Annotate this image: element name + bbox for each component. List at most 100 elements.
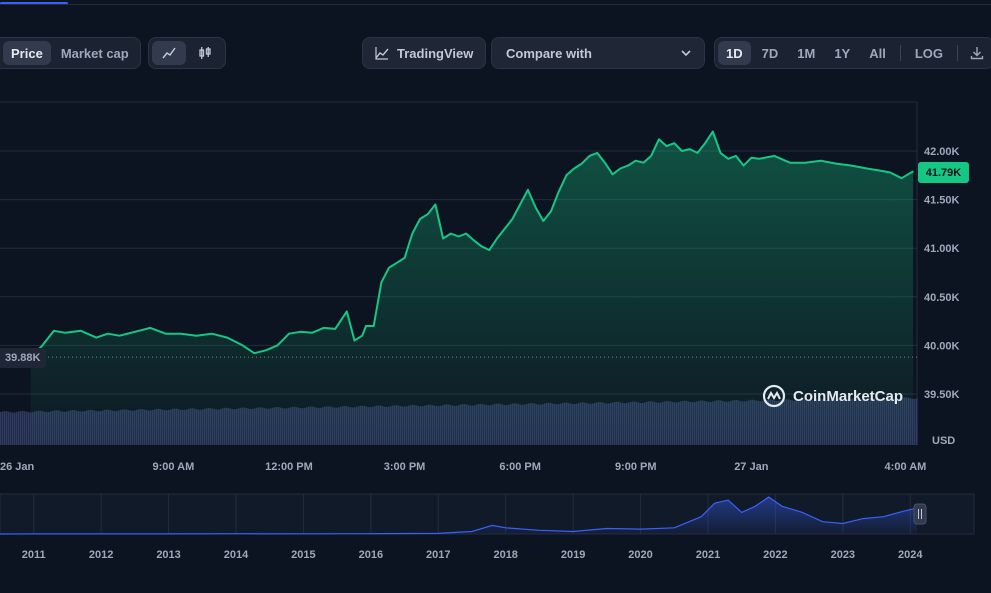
navigator-year-label: 2013 [156,549,180,561]
price-point [689,148,691,150]
x-tick-label: 4:00 AM [885,461,927,473]
tradingview-button[interactable]: TradingView [362,37,487,69]
chart-type-group [148,37,226,69]
price-point [41,344,43,346]
navigator-year-label: 2018 [493,549,517,561]
navigator-year-label: 2020 [628,549,652,561]
navigator-year-label: 2019 [561,549,585,561]
time-range-group: 1D 7D 1M 1Y All LOG [714,37,991,69]
price-point [704,142,706,144]
watermark-text: CoinMarketCap [793,387,904,405]
navigator-handle[interactable] [913,503,927,525]
price-point [457,235,460,238]
compare-with-select[interactable]: Compare with [491,37,705,69]
download-button[interactable] [964,41,990,65]
navigator-year-label: 2023 [831,549,855,561]
volume-bar [916,398,918,445]
price-point [473,239,475,242]
price-point [165,333,167,335]
log-scale-button[interactable]: LOG [914,45,944,61]
candlestick-button[interactable] [188,41,222,65]
navigator-year-label: 2011 [22,549,46,561]
price-point [388,267,390,269]
market-cap-tab[interactable]: Market cap [60,45,129,61]
navigator-year-label: 2016 [359,549,383,561]
range-1y[interactable]: 1Y [834,45,851,61]
range-1m[interactable]: 1M [797,45,816,61]
price-point [276,344,279,346]
price-point [118,335,121,337]
price-point [588,155,591,157]
tab-indicator [0,2,68,5]
price-point [581,163,583,165]
price-area [30,130,914,445]
price-point [211,333,213,335]
line-chart-button[interactable] [152,41,186,65]
price-point [488,249,490,251]
price-point [735,155,737,157]
price-area-fill [30,131,914,445]
price-point [712,130,714,133]
tradingview-label: TradingView [397,45,474,61]
price-point [361,335,363,337]
range-divider [899,45,901,61]
current-price-tag: 41.79K [918,162,969,183]
x-axis: 26 Jan 9:00 AM 12:00 PM 3:00 PM 6:00 PM 9:00 … [0,461,926,473]
x-tick-label: 12:00 PM [265,461,313,473]
price-point [134,331,136,333]
price-point [226,337,228,339]
price-point [380,281,383,283]
price-point [504,228,506,230]
price-point [107,333,109,335]
price-point [373,325,375,327]
price-point [465,233,467,235]
volume-bar [6,411,8,445]
navigator-year-label: 2021 [696,549,720,561]
volume-bar [24,411,26,445]
price-point [789,162,791,164]
range-1d[interactable]: 1D [718,41,751,65]
price-point [889,171,891,173]
watermark: CoinMarketCap [762,384,903,408]
price-point [619,167,621,170]
price-point [265,349,267,351]
volume-bar [28,412,30,445]
volume-bar [914,398,916,445]
navigator-year-label: 2022 [763,549,787,561]
price-tab[interactable]: Price [3,41,51,65]
y-axis: 39.50K 40.00K 40.50K 41.00K 41.50K 42.00K [924,146,960,401]
range-all[interactable]: All [869,45,886,61]
x-tick-label: 3:00 PM [384,461,426,473]
price-point [519,203,521,206]
volume-bar [14,412,16,445]
price-point [419,218,421,220]
price-point [696,152,698,154]
price-point [403,257,406,259]
y-tick-label: 41.50K [924,195,960,207]
price-point [877,169,880,172]
coinmarketcap-logo-icon [762,384,786,408]
navigator[interactable]: 2011 2012 2013 2014 2015 2016 2017 2018 2019 2020… [0,493,975,561]
currency-label: USD [932,435,956,447]
navigator-year-label: 2012 [89,549,113,561]
chevron-down-icon [681,50,691,57]
price-point [550,210,552,212]
navigator-year-label: 2015 [291,549,315,561]
price-point [596,152,598,154]
price-point [635,160,637,162]
price-point [442,237,444,240]
price-point [323,327,325,329]
y-tick-label: 42.00K [924,146,960,158]
x-tick-label: 26 Jan [0,461,35,473]
price-point [642,162,645,164]
price-point [427,213,429,215]
price-point [481,245,483,247]
navigator-year-label: 2024 [898,549,923,561]
range-7d[interactable]: 7D [761,45,779,61]
price-point [534,206,537,208]
volume-bar [26,411,28,445]
candlestick-icon [199,47,211,59]
price-point [434,203,436,206]
y-tick-label: 41.00K [924,243,960,255]
